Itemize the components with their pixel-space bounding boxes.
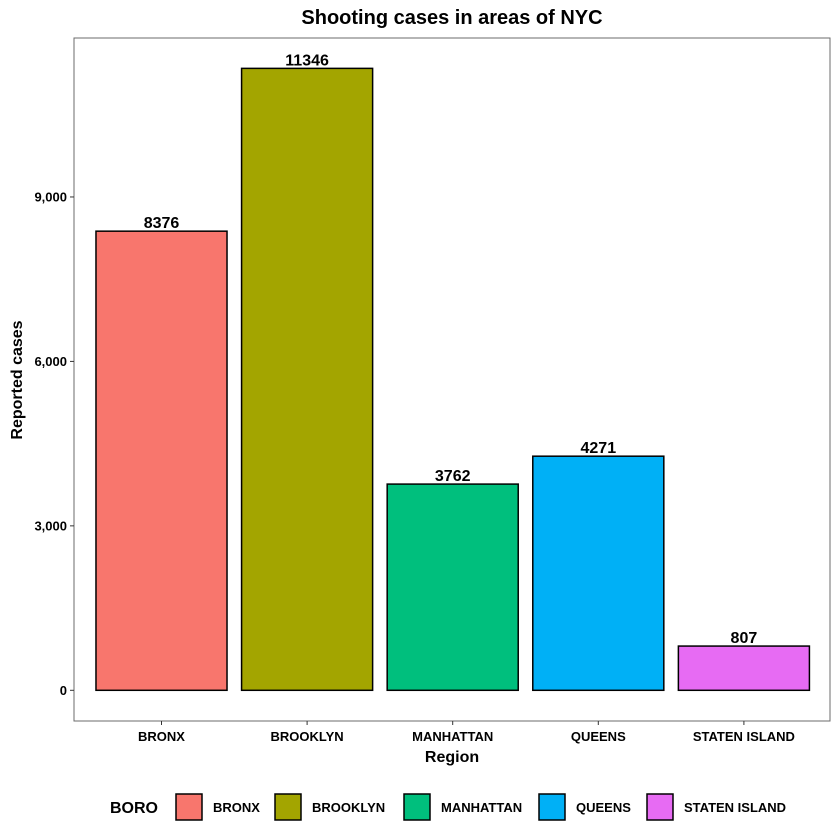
legend: BORO BRONX BROOKLYN MANHATTAN QUEENS STATEN …: [110, 793, 786, 821]
y-tick-label: 6,000: [34, 354, 67, 369]
bar: [240, 67, 374, 692]
legend-label: STATEN ISLAND: [684, 800, 786, 815]
legend-label: QUEENS: [576, 800, 631, 815]
y-tick-label: 9,000: [34, 189, 67, 204]
x-axis-title: Region: [425, 749, 479, 766]
data-label: 3762: [435, 468, 471, 485]
x-tick-label: MANHATTAN: [412, 729, 493, 744]
x-tick-label: STATEN ISLAND: [693, 729, 795, 744]
legend-key: [403, 793, 431, 821]
legend-label: BRONX: [213, 800, 260, 815]
bar: [95, 230, 228, 692]
bar: [386, 483, 519, 692]
x-tick-label: BRONX: [138, 729, 185, 744]
legend-key: [538, 793, 566, 821]
legend-label: MANHATTAN: [441, 800, 522, 815]
y-tick-label: 0: [60, 683, 67, 698]
data-label: 4271: [581, 440, 617, 457]
data-labels: 8376 11346 3762 4271 807: [144, 52, 758, 647]
bars: [95, 67, 811, 692]
legend-key: [175, 793, 203, 821]
y-axis-title: Reported cases: [9, 320, 26, 439]
x-axis: BRONX BROOKLYN MANHATTAN QUEENS STATEN ISLAN…: [138, 721, 795, 744]
legend-key: [274, 793, 302, 821]
x-tick-label: BROOKLYN: [270, 729, 343, 744]
data-label: 11346: [285, 52, 329, 69]
y-tick-label: 3,000: [34, 518, 67, 533]
y-axis: 0 3,000 6,000 9,000: [34, 189, 74, 698]
legend-key: [646, 793, 674, 821]
bar: [677, 645, 811, 692]
data-label: 8376: [144, 215, 180, 232]
bar: [532, 455, 665, 692]
chart-title: Shooting cases in areas of NYC: [301, 7, 602, 29]
data-label: 807: [731, 630, 758, 647]
legend-title: BORO: [110, 800, 158, 817]
legend-label: BROOKLYN: [312, 800, 385, 815]
x-tick-label: QUEENS: [571, 729, 626, 744]
